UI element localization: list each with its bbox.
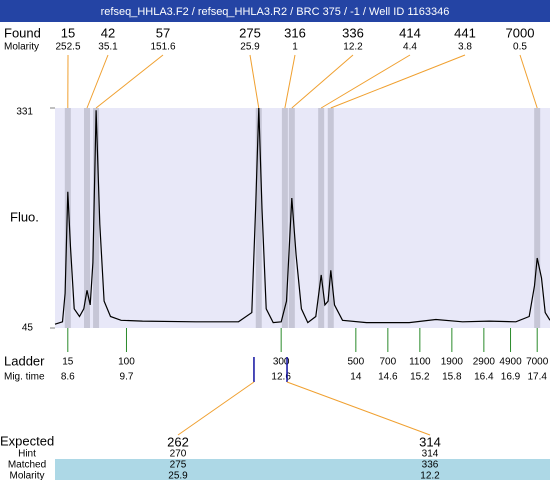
ladder-size: 15 xyxy=(62,357,74,368)
ladder-size: 300 xyxy=(273,357,290,368)
found-connector xyxy=(86,54,109,109)
row-value: 275 xyxy=(170,460,187,471)
expected-label: Expected xyxy=(0,433,54,448)
row-value: 25.9 xyxy=(168,471,188,480)
ladder-time: 14.6 xyxy=(378,372,398,383)
peak-band xyxy=(281,108,288,328)
peak-band xyxy=(84,108,91,328)
found-size: 42 xyxy=(101,25,115,40)
molarity-label: Molarity xyxy=(4,42,39,53)
peak-band xyxy=(534,108,541,328)
found-molarity: 3.8 xyxy=(458,42,472,53)
row-label: Hint xyxy=(18,449,36,460)
found-molarity: 1 xyxy=(292,42,298,53)
ladder-size: 700 xyxy=(380,357,397,368)
found-size: 316 xyxy=(284,25,306,40)
peak-band xyxy=(255,108,262,328)
row-value: 12.2 xyxy=(420,471,440,480)
ladder-size: 500 xyxy=(347,357,364,368)
mig-time-label: Mig. time xyxy=(4,372,45,383)
found-size: 15 xyxy=(61,25,75,40)
found-connector xyxy=(330,54,466,109)
found-connector xyxy=(320,54,411,109)
row-value: 270 xyxy=(170,449,187,460)
found-size: 275 xyxy=(239,25,261,40)
ladder-time: 16.4 xyxy=(474,372,494,383)
found-connector xyxy=(249,54,260,109)
found-molarity: 25.9 xyxy=(240,42,260,53)
ladder-size: 1900 xyxy=(441,357,464,368)
expected-connector xyxy=(177,381,255,436)
ladder-size: 7000 xyxy=(526,357,549,368)
peak-band xyxy=(327,108,334,328)
found-size: 57 xyxy=(156,25,170,40)
found-molarity: 35.1 xyxy=(98,42,118,53)
title-bar xyxy=(0,0,550,22)
expected-size: 314 xyxy=(419,434,441,449)
peak-band xyxy=(93,108,100,328)
found-molarity: 4.4 xyxy=(403,42,417,53)
title: refseq_HHLA3.F2 / refseq_HHLA3.R2 / BRC … xyxy=(101,6,450,18)
found-molarity: 12.2 xyxy=(343,42,363,53)
ladder-size: 2900 xyxy=(473,357,496,368)
row-label: Matched xyxy=(8,460,46,471)
expected-size: 262 xyxy=(167,434,189,449)
ladder-time: 15.8 xyxy=(442,372,462,383)
found-size: 414 xyxy=(399,25,421,40)
found-molarity: 0.5 xyxy=(513,42,527,53)
found-connector xyxy=(291,54,354,109)
found-molarity: 151.6 xyxy=(150,42,175,53)
row-value: 314 xyxy=(422,449,439,460)
ladder-size: 1100 xyxy=(409,357,431,368)
ladder-label: Ladder xyxy=(4,353,45,368)
found-size: 441 xyxy=(454,25,476,40)
peak-band xyxy=(64,108,71,328)
ladder-time: 16.9 xyxy=(501,372,521,383)
peak-band xyxy=(288,108,295,328)
y-label: Fluo. xyxy=(10,209,39,224)
plot-area xyxy=(55,108,550,328)
y-tick-label: 331 xyxy=(16,107,33,118)
ladder-time: 15.2 xyxy=(410,372,430,383)
found-label: Found xyxy=(4,25,41,40)
ladder-time: 9.7 xyxy=(120,372,134,383)
found-size: 7000 xyxy=(506,25,535,40)
ladder-time: 17.4 xyxy=(527,372,547,383)
trace xyxy=(54,107,550,325)
ladder-time: 12.6 xyxy=(271,372,291,383)
found-connector xyxy=(519,54,538,109)
ladder-size: 4900 xyxy=(499,357,522,368)
ladder-size: 100 xyxy=(118,357,135,368)
found-size: 336 xyxy=(342,25,364,40)
row-label: Molarity xyxy=(9,471,44,480)
ladder-time: 8.6 xyxy=(61,372,75,383)
peak-band xyxy=(318,108,325,328)
expected-connector xyxy=(286,381,431,436)
y-tick-label: 45 xyxy=(22,323,34,334)
matched-bg xyxy=(55,459,550,480)
found-connector xyxy=(95,54,164,109)
found-connector xyxy=(284,54,296,109)
row-value: 336 xyxy=(422,460,439,471)
found-molarity: 252.5 xyxy=(55,42,80,53)
ladder-time: 14 xyxy=(350,372,362,383)
